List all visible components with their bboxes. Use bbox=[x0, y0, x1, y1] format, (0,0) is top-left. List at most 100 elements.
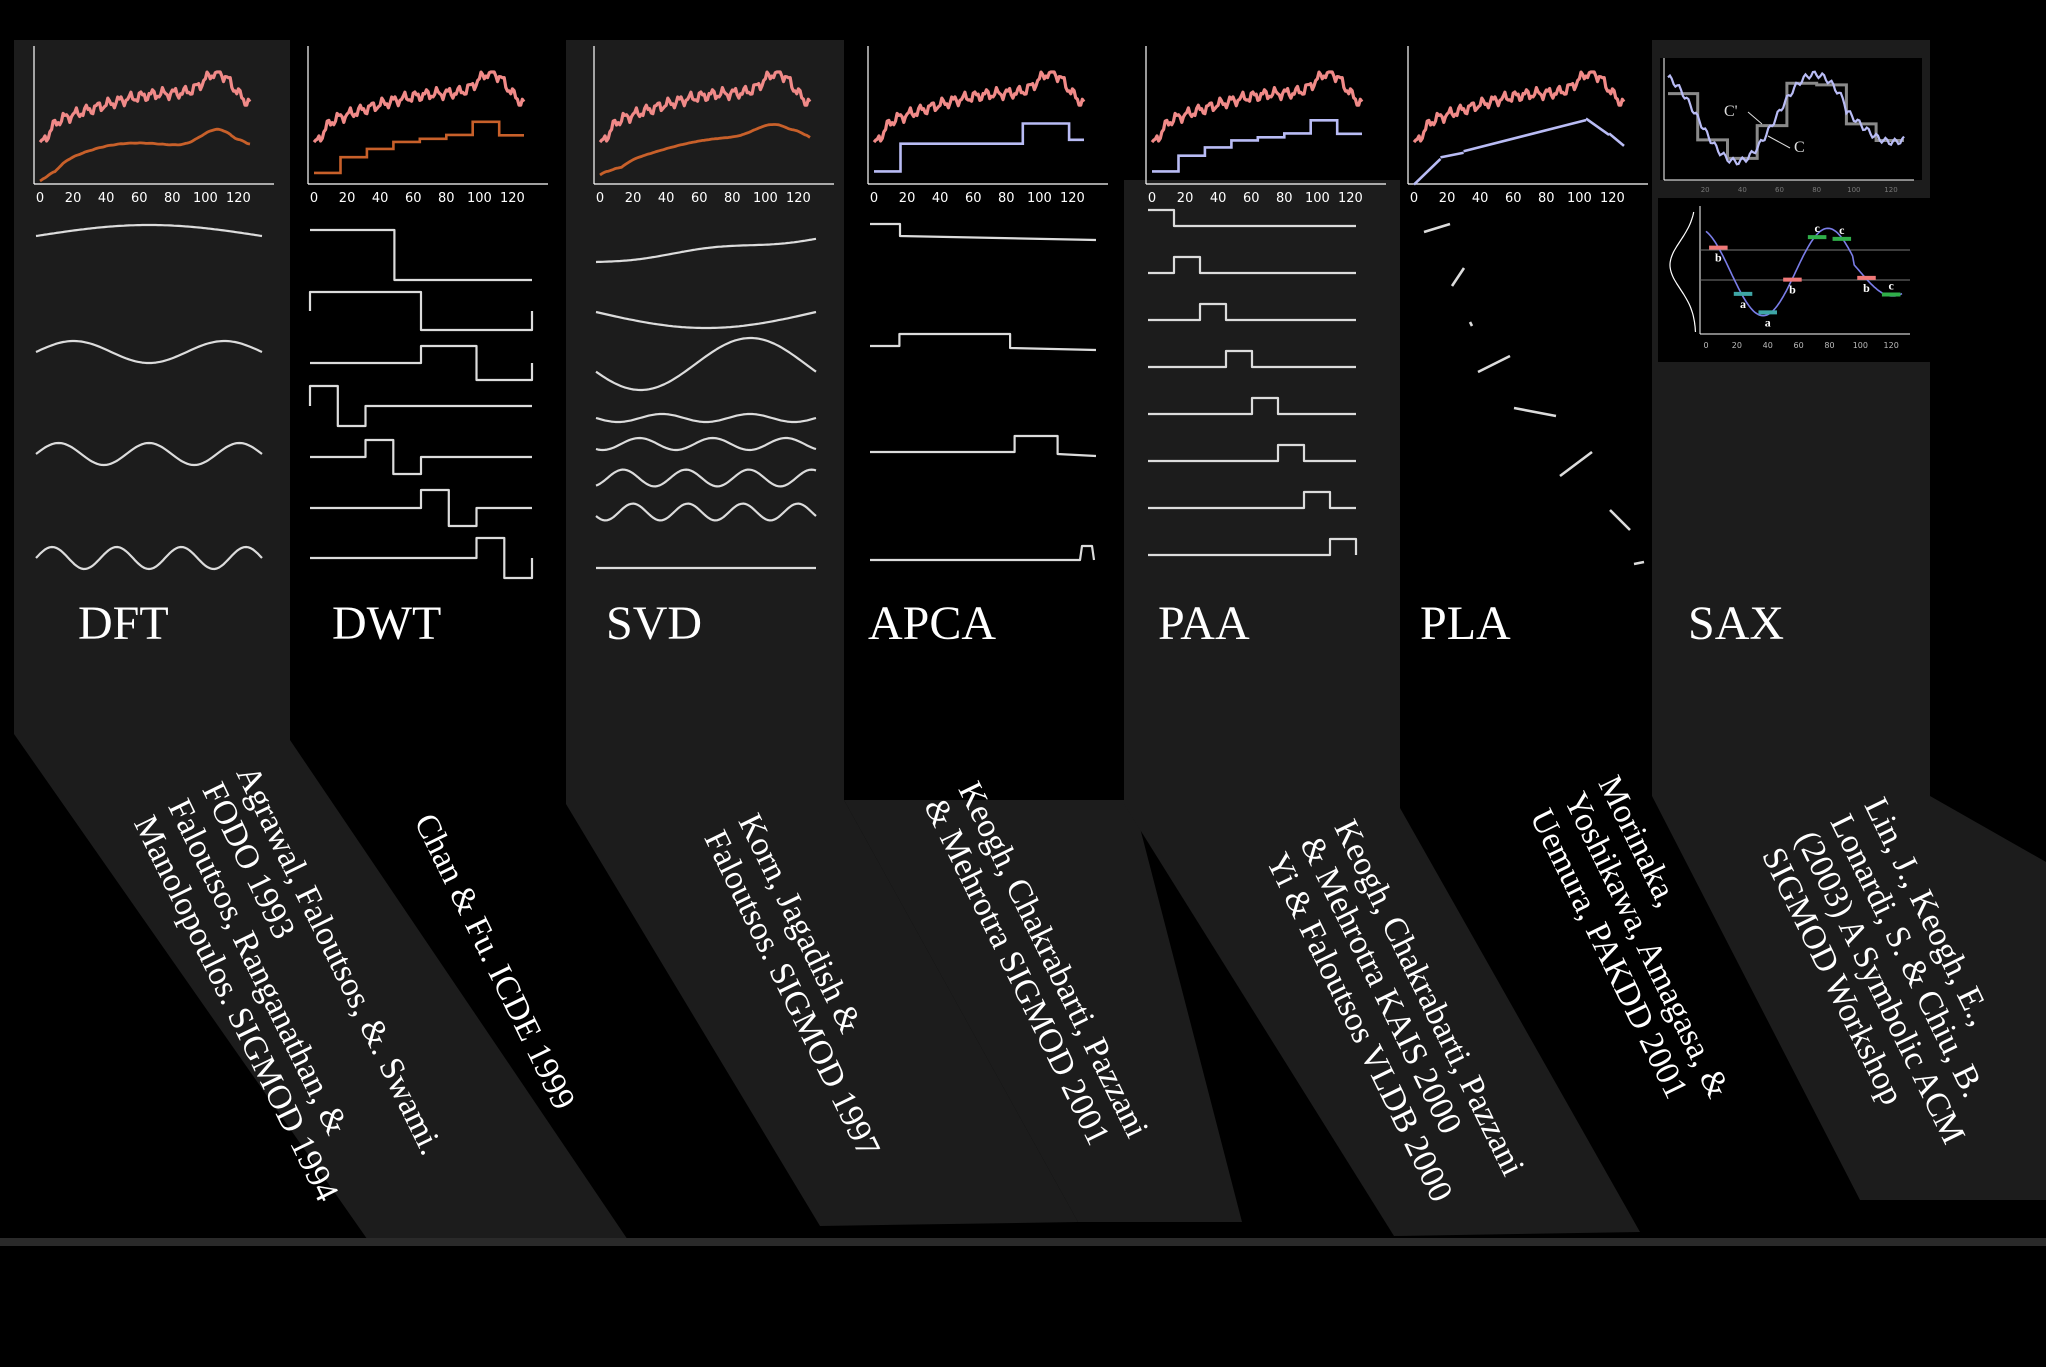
x-tick-label: 120 bbox=[786, 191, 811, 206]
pla-segment bbox=[1463, 118, 1587, 153]
svd-basis-function bbox=[595, 468, 817, 488]
plot-svd: 0 20 40 60 80 100 120 bbox=[593, 46, 834, 206]
x-tick-label: 0 bbox=[36, 191, 44, 206]
pla-basis-segment bbox=[1468, 321, 1474, 327]
x-tick-label: 100 bbox=[1853, 341, 1868, 350]
paa-basis-function bbox=[1148, 396, 1356, 416]
x-tick-label: 100 bbox=[467, 191, 492, 206]
pla-segment bbox=[1440, 151, 1464, 159]
x-tick-label: 20 bbox=[1177, 191, 1194, 206]
paa-basis-function bbox=[1148, 349, 1356, 369]
method-label-dwt: DWT bbox=[332, 597, 442, 650]
x-tick-label: 120 bbox=[1600, 191, 1625, 206]
dwt-basis-function bbox=[308, 384, 532, 428]
paa-basis-function bbox=[1148, 490, 1356, 510]
svd-basis-function bbox=[595, 502, 817, 522]
method-label-svd: SVD bbox=[606, 597, 703, 650]
sax-symbol-label: c bbox=[1839, 223, 1845, 237]
x-tick-label: 100 bbox=[193, 191, 218, 206]
x-tick-label: 80 bbox=[1538, 191, 1555, 206]
plot-dwt: 0 20 40 60 80 100 120 bbox=[307, 46, 548, 206]
sax-bottom-panel: b a a b c c b c 0 20 40 60 80 100 120 bbox=[1658, 198, 1948, 362]
pla-basis-segment bbox=[1513, 406, 1557, 418]
x-tick-label: 20 bbox=[65, 191, 82, 206]
x-tick-label: 120 bbox=[1884, 186, 1897, 194]
x-tick-label: 60 bbox=[405, 191, 422, 206]
x-tick-label: 20 bbox=[625, 191, 642, 206]
dft-basis-wave bbox=[35, 441, 263, 467]
dimensionality-reduction-diagram: 0 20 40 60 80 100 120 0 20 40 60 80 100 120 0 20 40 60 80 1… bbox=[14, 40, 2046, 1246]
original-series bbox=[312, 70, 526, 144]
pla-basis-segment bbox=[1559, 450, 1593, 478]
paa-basis-function bbox=[1148, 443, 1356, 463]
apca-approximation bbox=[874, 122, 1084, 173]
x-tick-label: 60 bbox=[965, 191, 982, 206]
x-tick-label: 60 bbox=[1243, 191, 1260, 206]
x-tick-label: 0 bbox=[310, 191, 318, 206]
svd-basis-function bbox=[595, 412, 817, 424]
background-band bbox=[14, 40, 632, 1246]
annotation-arrow bbox=[1747, 111, 1763, 125]
sax-symbol-label: b bbox=[1715, 251, 1722, 265]
x-tick-label: 60 bbox=[1505, 191, 1522, 206]
svd-basis-function bbox=[595, 310, 817, 330]
apca-basis-function bbox=[870, 544, 1096, 562]
pla-segment bbox=[1413, 157, 1442, 186]
method-label-dft: DFT bbox=[78, 597, 169, 650]
svd-basis-function bbox=[595, 237, 817, 264]
x-tick-label: 40 bbox=[372, 191, 389, 206]
method-label-apca: APCA bbox=[868, 597, 997, 650]
dft-basis-wave bbox=[35, 223, 263, 238]
original-series bbox=[38, 70, 252, 144]
original-series bbox=[598, 70, 812, 144]
x-tick-label: 120 bbox=[1060, 191, 1085, 206]
apca-basis-function bbox=[870, 434, 1097, 458]
sax-label-c-prime: C' bbox=[1724, 103, 1738, 120]
x-tick-label: 100 bbox=[1027, 191, 1052, 206]
dft-basis-wave bbox=[35, 339, 263, 365]
pla-segment bbox=[1608, 132, 1625, 147]
x-tick-label: 80 bbox=[1812, 186, 1821, 194]
x-tick-label: 20 bbox=[1439, 191, 1456, 206]
background-band bbox=[844, 766, 1242, 1222]
paa-basis-function bbox=[1148, 537, 1358, 557]
basis-functions bbox=[35, 208, 1645, 580]
method-label-pla: PLA bbox=[1420, 597, 1511, 650]
background-band bbox=[566, 40, 1078, 1226]
x-tick-label: 0 bbox=[1410, 191, 1418, 206]
annotation-arrow bbox=[1767, 135, 1791, 149]
original-series bbox=[872, 70, 1086, 144]
sax-symbol-label: b bbox=[1863, 281, 1870, 295]
dft-approximation bbox=[39, 127, 251, 183]
x-tick-label: 80 bbox=[998, 191, 1015, 206]
dwt-basis-function bbox=[310, 344, 534, 382]
sax-symbol-label: c bbox=[1889, 278, 1895, 292]
dft-basis-wave bbox=[35, 545, 263, 571]
sax-top-panel: C' C 20 40 60 80 100 120 bbox=[1660, 58, 1922, 194]
sax-series bbox=[1705, 227, 1903, 317]
x-tick-label: 80 bbox=[438, 191, 455, 206]
plot-dft: 0 20 40 60 80 100 120 bbox=[33, 46, 274, 206]
svd-basis-function bbox=[595, 436, 817, 452]
x-tick-label: 60 bbox=[1775, 186, 1784, 194]
background-band bbox=[1124, 180, 1640, 1236]
x-tick-label: 60 bbox=[691, 191, 708, 206]
pla-segment bbox=[1585, 117, 1610, 137]
original-series bbox=[1412, 70, 1626, 144]
x-tick-label: 120 bbox=[500, 191, 525, 206]
x-tick-label: 20 bbox=[1732, 341, 1742, 350]
paa-basis-function bbox=[1148, 208, 1356, 228]
x-tick-label: 80 bbox=[164, 191, 181, 206]
gaussian-curve bbox=[1669, 211, 1697, 333]
x-tick-label: 40 bbox=[658, 191, 675, 206]
dwt-basis-function bbox=[310, 228, 532, 282]
x-tick-label: 0 bbox=[596, 191, 604, 206]
dwt-approximation bbox=[314, 120, 524, 175]
pla-basis-segment bbox=[1633, 560, 1645, 566]
bottom-bar bbox=[0, 1238, 2046, 1246]
paa-basis-function bbox=[1148, 302, 1356, 322]
sax-label-c: C bbox=[1794, 139, 1805, 156]
x-tick-label: 40 bbox=[98, 191, 115, 206]
method-label-sax: SAX bbox=[1688, 597, 1785, 650]
apca-basis-function bbox=[870, 222, 1097, 242]
